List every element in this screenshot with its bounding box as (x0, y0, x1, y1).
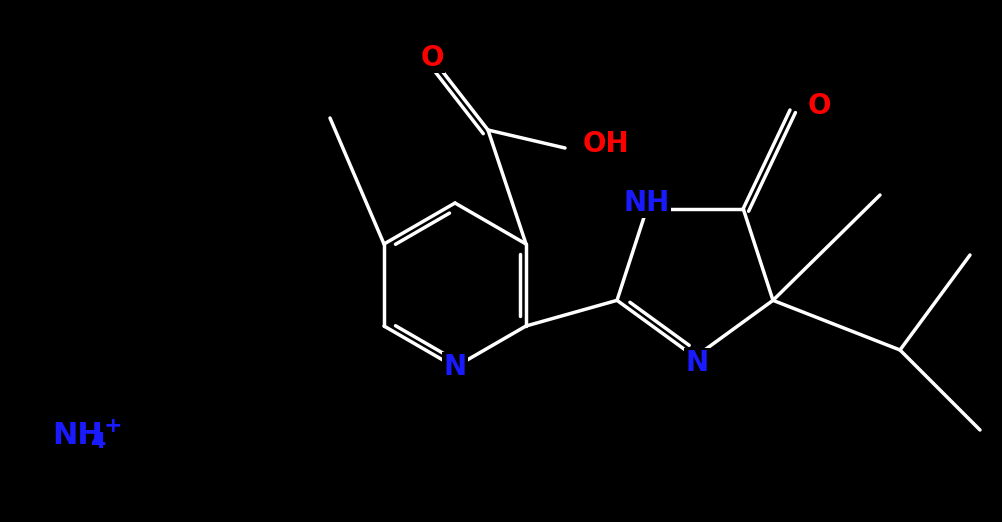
Text: NH: NH (623, 188, 670, 217)
Text: N: N (685, 349, 708, 377)
Text: N: N (444, 353, 467, 381)
Text: O: O (808, 92, 832, 120)
Text: O: O (420, 44, 444, 72)
Text: OH: OH (583, 130, 629, 158)
Text: NH: NH (52, 421, 103, 449)
Text: +: + (104, 416, 122, 436)
Text: 4: 4 (90, 432, 105, 452)
